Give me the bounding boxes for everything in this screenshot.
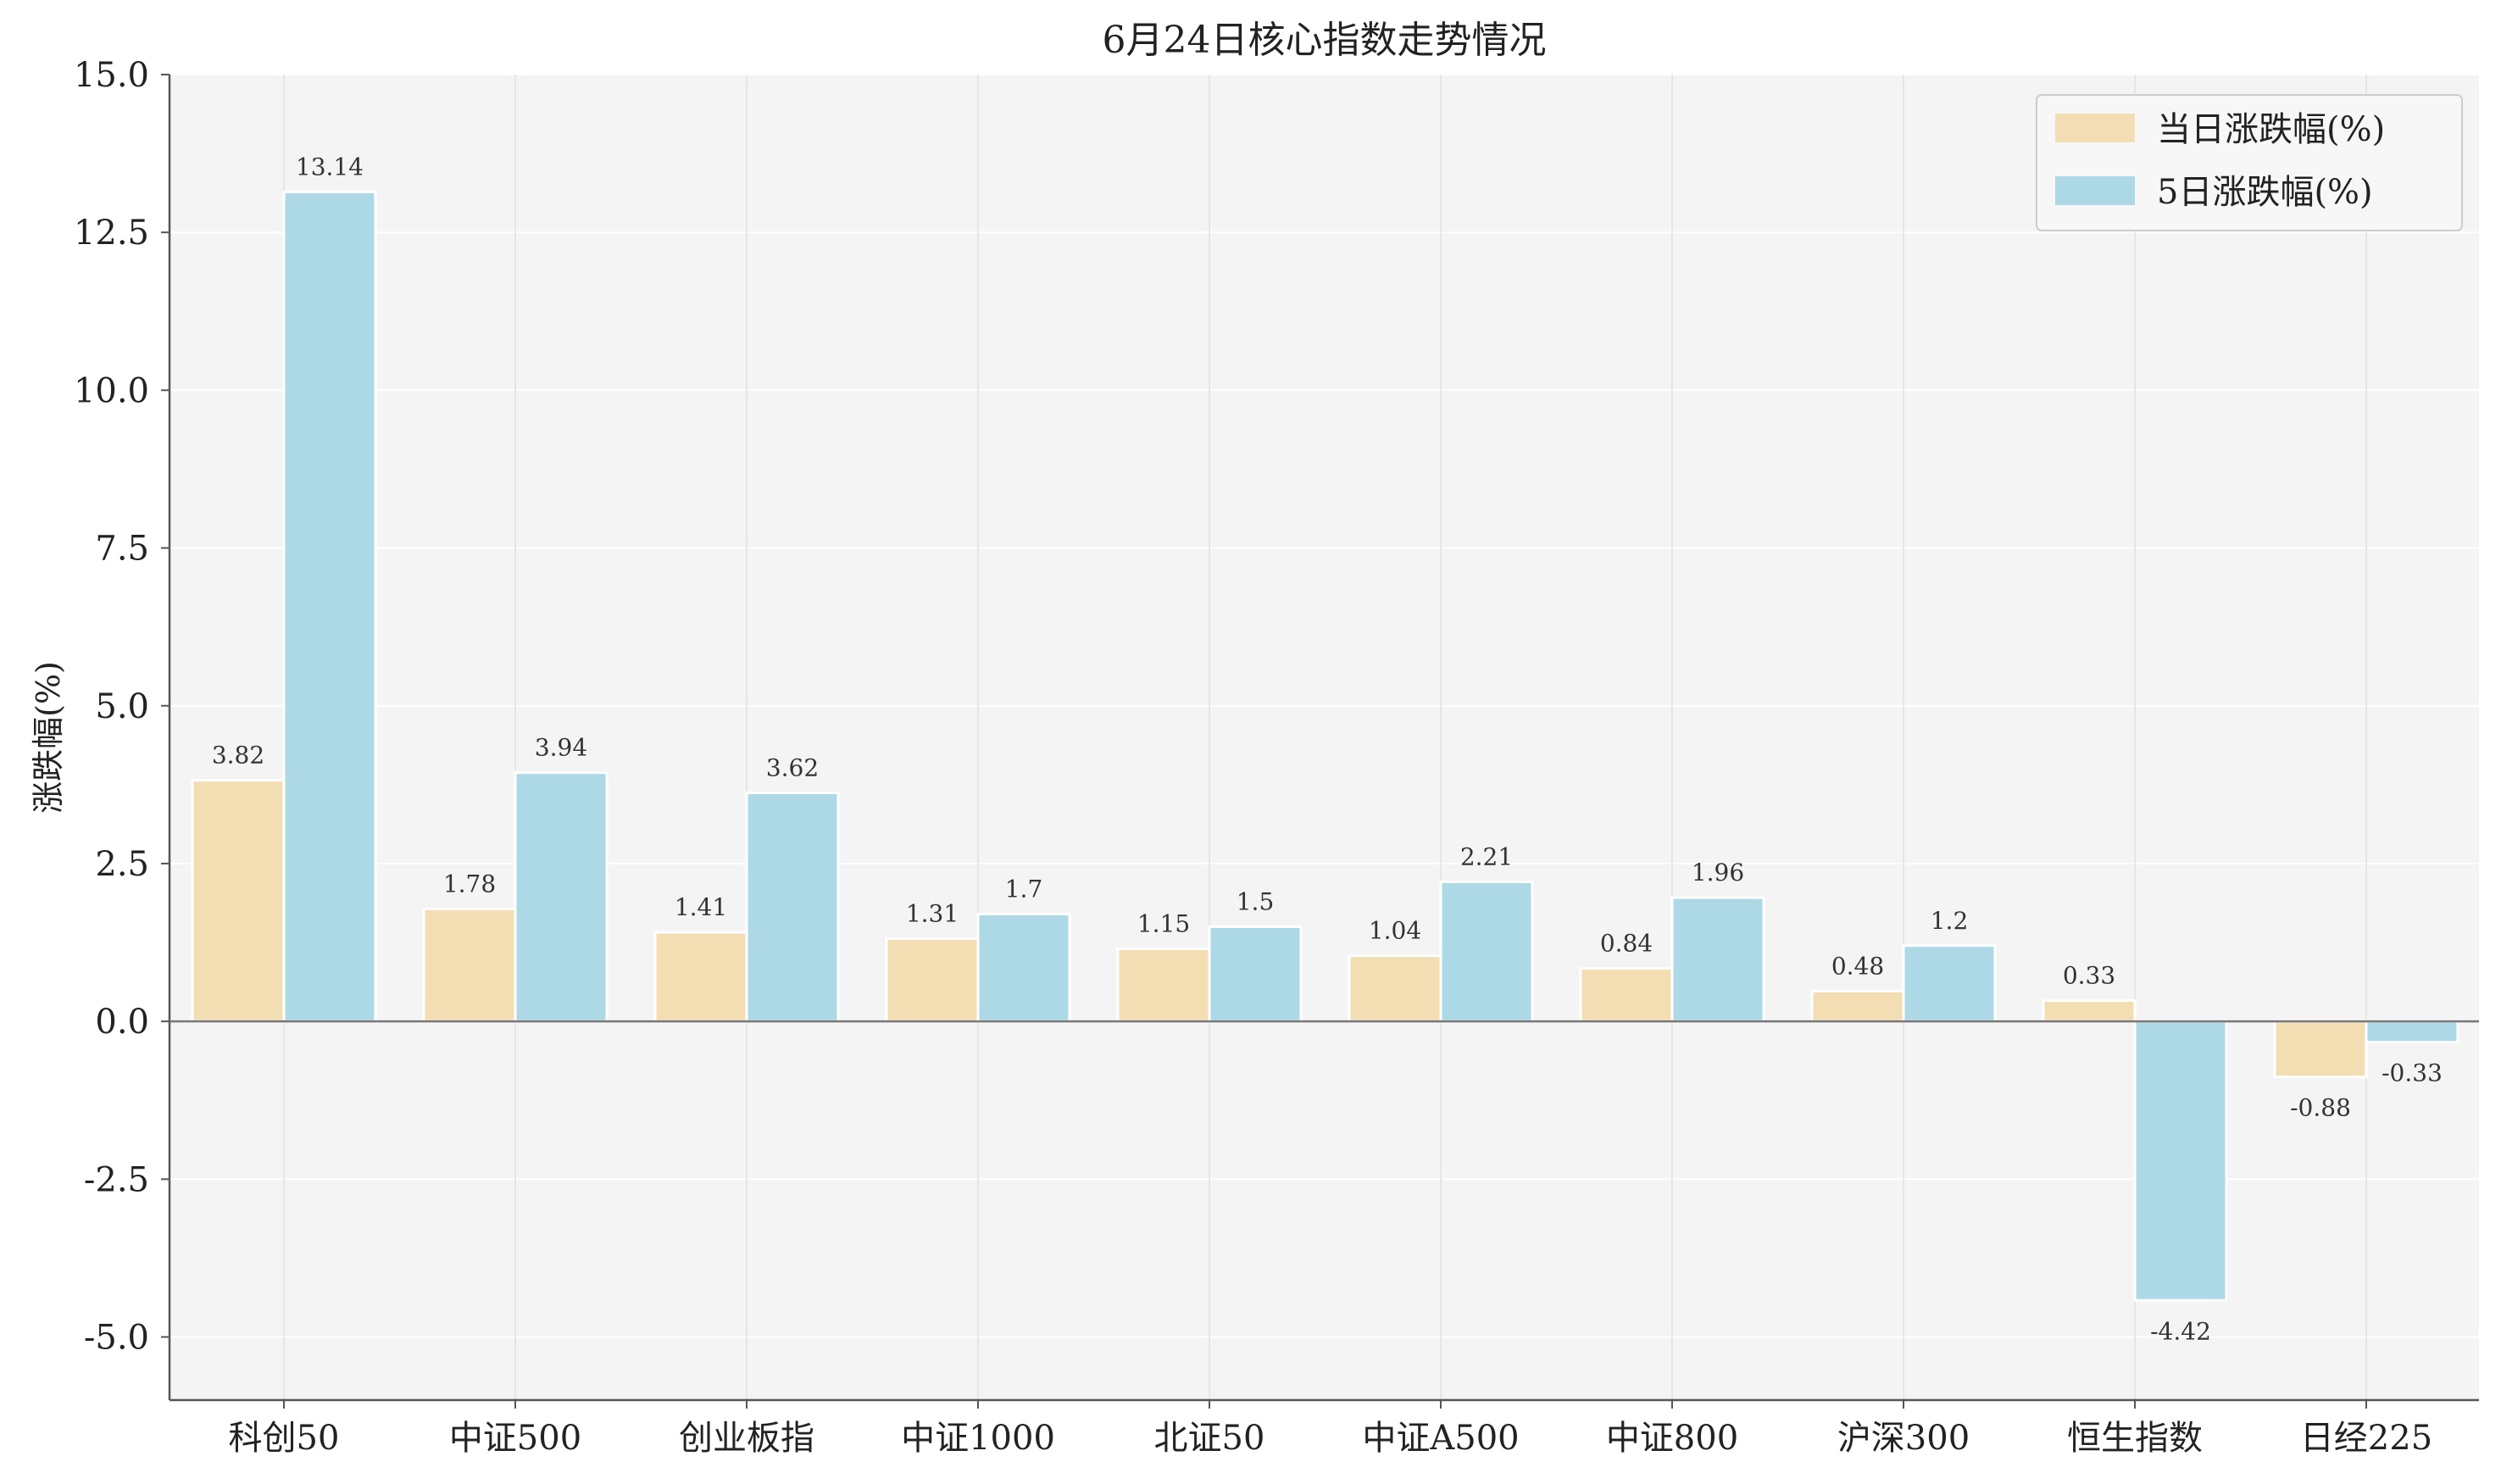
bar-5day bbox=[2365, 1020, 2459, 1044]
bar-value-label: 1.41 bbox=[675, 893, 727, 921]
x-tick-label: 日经225 bbox=[2300, 1419, 2432, 1458]
y-axis-title: 涨跌幅(%) bbox=[30, 661, 67, 814]
x-tick-label: 中证500 bbox=[449, 1419, 581, 1458]
bar-value-label: 3.94 bbox=[535, 734, 587, 762]
bar-value-label: 13.14 bbox=[296, 153, 364, 181]
bar-5day bbox=[745, 792, 840, 1023]
bar-5day bbox=[976, 913, 1071, 1023]
bar-value-label: 1.96 bbox=[1692, 859, 1744, 887]
bar-value-label: 3.82 bbox=[212, 742, 264, 770]
legend-swatch-5day bbox=[2055, 176, 2135, 205]
bar-daily bbox=[885, 937, 980, 1023]
bar-value-label: 1.7 bbox=[1005, 875, 1043, 903]
bar-daily bbox=[1810, 989, 1905, 1023]
bar-daily bbox=[1116, 947, 1211, 1023]
y-tick-label: 7.5 bbox=[95, 530, 149, 569]
bar-value-label: 1.2 bbox=[1931, 907, 1969, 935]
y-tick-label: 12.5 bbox=[74, 214, 149, 253]
legend-label-daily: 当日涨跌幅(%) bbox=[2157, 110, 2385, 149]
bar-value-label: 1.15 bbox=[1137, 909, 1190, 937]
bar-5day bbox=[1439, 881, 1534, 1023]
bar-value-label: 1.78 bbox=[443, 870, 496, 898]
y-tick-label: 2.5 bbox=[95, 845, 149, 884]
x-tick-label: 中证1000 bbox=[901, 1419, 1055, 1458]
bar-5day bbox=[1670, 896, 1765, 1023]
bar-value-label: 0.84 bbox=[1600, 930, 1653, 958]
y-tick-label: 0.0 bbox=[95, 1003, 149, 1042]
y-tick-label: -5.0 bbox=[84, 1319, 149, 1358]
bar-value-label: -4.42 bbox=[2150, 1317, 2211, 1345]
y-tick-label: 15.0 bbox=[74, 56, 149, 95]
bar-daily bbox=[191, 779, 286, 1023]
bar-5day bbox=[2133, 1020, 2228, 1302]
legend-label-5day: 5日涨跌幅(%) bbox=[2157, 173, 2373, 212]
bar-daily bbox=[1579, 967, 1674, 1023]
bar-value-label: 1.5 bbox=[1237, 887, 1275, 915]
legend-box bbox=[2036, 94, 2463, 231]
bar-value-label: 0.33 bbox=[2063, 962, 2115, 990]
y-tick-label: -2.5 bbox=[84, 1160, 149, 1199]
bar-value-label: 2.21 bbox=[1460, 843, 1513, 871]
bar-value-label: 0.48 bbox=[1831, 952, 1884, 980]
bar-5day bbox=[1208, 925, 1303, 1023]
x-tick-label: 北证50 bbox=[1154, 1419, 1265, 1458]
bar-daily bbox=[653, 931, 748, 1023]
bar-5day bbox=[514, 771, 609, 1023]
x-tick-label: 恒生指数 bbox=[2067, 1419, 2203, 1458]
x-tick-label: 创业板指 bbox=[679, 1419, 814, 1458]
x-tick-label: 中证800 bbox=[1606, 1419, 1738, 1458]
legend: 当日涨跌幅(%) 5日涨跌幅(%) bbox=[2036, 94, 2463, 231]
bar-5day bbox=[282, 191, 377, 1023]
bar-daily bbox=[422, 908, 517, 1023]
bar-value-label: -0.33 bbox=[2382, 1059, 2443, 1087]
bar-daily bbox=[1348, 954, 1442, 1023]
bar-daily bbox=[2273, 1020, 2368, 1079]
y-tick-label: 10.0 bbox=[74, 371, 149, 410]
bar-value-label: 1.04 bbox=[1369, 917, 1421, 945]
x-tick-label: 中证A500 bbox=[1362, 1419, 1519, 1458]
bar-5day bbox=[1902, 944, 1997, 1023]
legend-swatch-daily bbox=[2055, 114, 2135, 142]
chart-title: 6月24日核心指数走势情况 bbox=[1103, 19, 1547, 62]
bar-value-label: 1.31 bbox=[906, 900, 959, 928]
bar-value-label: 3.62 bbox=[766, 754, 819, 782]
bar-daily bbox=[2042, 999, 2137, 1023]
bar-value-label: -0.88 bbox=[2290, 1094, 2351, 1122]
y-tick-label: 5.0 bbox=[95, 687, 149, 726]
x-tick-label: 科创50 bbox=[229, 1419, 340, 1458]
x-tick-label: 沪深300 bbox=[1837, 1419, 1970, 1458]
